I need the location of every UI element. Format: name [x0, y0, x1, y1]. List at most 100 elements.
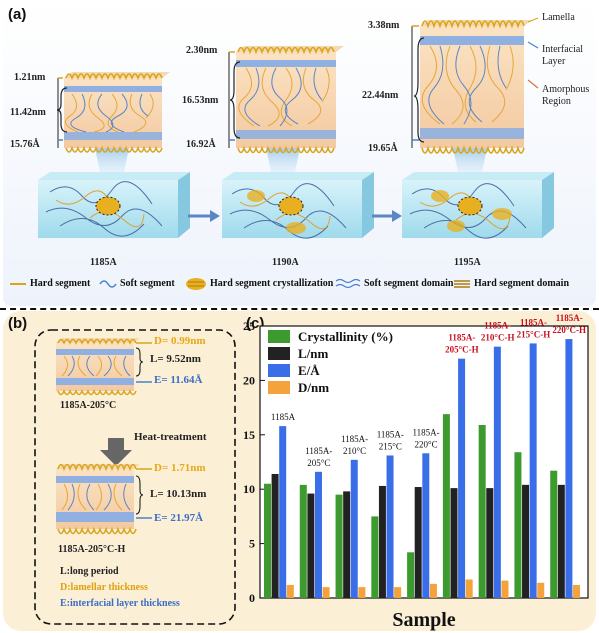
- arrow-down-icon: [100, 438, 132, 466]
- panel-divider: [0, 308, 599, 310]
- category-label: 220°C: [415, 439, 438, 449]
- sample-box-1190A: [222, 172, 374, 239]
- stack1-long-period: 11.42nm: [10, 107, 46, 118]
- stack3-lamella-thickness: 3.38nm: [368, 20, 400, 31]
- lamella-stack-1185A: [57, 72, 170, 172]
- bar-3: [314, 471, 322, 598]
- y-tick-label: 10: [243, 482, 255, 496]
- sample-box-1185A: [38, 172, 190, 238]
- stack2-lamella-thickness: 2.30nm: [186, 45, 218, 56]
- legend-swatch: [268, 381, 290, 394]
- lamella-stack-1190A: [228, 46, 344, 172]
- arrow-right-icon: [210, 210, 220, 222]
- category-label: 1185A-: [520, 317, 547, 327]
- bar-1: [478, 425, 486, 598]
- bar-3: [493, 346, 501, 598]
- bar-2: [343, 491, 351, 598]
- panel-a-label: (a): [8, 6, 27, 23]
- category-label: 1185A-: [448, 333, 475, 343]
- category-label: 210°C-H: [481, 333, 515, 343]
- y-tick-label: 0: [249, 591, 255, 605]
- lamella-stack-1195A: [411, 17, 539, 172]
- bar-4: [537, 582, 545, 598]
- bar-3: [279, 426, 287, 598]
- interfacial-layer-label: Interfacial Layer: [542, 44, 584, 67]
- sample-label-1190A: 1190A: [272, 257, 299, 268]
- legend-soft-segment-domain: Soft segment domain: [364, 278, 454, 289]
- y-tick-label: 15: [243, 428, 255, 442]
- bar-3: [565, 339, 573, 598]
- category-label: 1185A-: [413, 427, 440, 437]
- bar-1: [550, 470, 558, 598]
- bar-2: [486, 488, 494, 598]
- after-sample-name: 1185A-205°C-H: [58, 544, 126, 555]
- legend-hard-segment-crystallization: Hard segment crystallization: [210, 278, 334, 289]
- sample-label-1185A: 1185A: [90, 257, 117, 268]
- bar-4: [322, 587, 330, 598]
- bar-2: [450, 488, 458, 598]
- bar-4: [286, 584, 294, 598]
- after-L-value: L= 10.13nm: [150, 488, 207, 500]
- stack2-long-period: 16.53nm: [182, 95, 219, 106]
- bar-1: [442, 414, 450, 598]
- before-D-value: D= 0.99nm: [154, 335, 206, 347]
- bar-3: [350, 459, 358, 598]
- bar-1: [514, 452, 522, 598]
- category-label: 1185A-: [556, 313, 583, 323]
- legend-soft-segment: Soft segment: [120, 278, 175, 289]
- bar-2: [557, 484, 565, 598]
- bar-3: [422, 453, 430, 598]
- key-lamellar-thickness: D:lamellar thickness: [60, 582, 148, 593]
- category-label: 220°C-H: [552, 325, 586, 335]
- stack1-interfacial-thickness: 15.76Å: [10, 139, 40, 150]
- panel-b-label: (b): [8, 315, 28, 332]
- category-label: 1185A: [271, 412, 296, 422]
- y-tick-label: 5: [249, 537, 255, 551]
- bar-4: [573, 584, 581, 598]
- stack3-interfacial-thickness: 19.65Å: [368, 143, 398, 154]
- y-tick-label: 25: [243, 319, 255, 333]
- bar-2: [271, 473, 279, 598]
- key-long-period: L:long period: [60, 566, 119, 577]
- stack2-interfacial-thickness: 16.92Å: [186, 139, 216, 150]
- stack-before-heat: [56, 338, 140, 396]
- bar-2: [522, 484, 530, 598]
- y-tick-label: 20: [243, 373, 255, 387]
- bar-4: [394, 587, 402, 598]
- arrow-right-icon: [392, 210, 402, 222]
- panel-a-illustration: [10, 17, 554, 290]
- category-label: 205°C: [307, 458, 330, 468]
- sample-label-1195A: 1195A: [454, 257, 481, 268]
- lamella-label: Lamella: [542, 12, 575, 23]
- legend-hard-segment: Hard segment: [30, 278, 91, 289]
- legend-hard-segment-domain: Hard segment domain: [474, 278, 569, 289]
- bar-4: [429, 583, 437, 598]
- category-label: 210°C: [343, 446, 366, 456]
- category-label: 1185A-: [341, 434, 368, 444]
- after-D-value: D= 1.71nm: [154, 462, 206, 474]
- heat-treatment-label: Heat-treatment: [134, 431, 207, 443]
- bar-4: [465, 579, 473, 598]
- legend-label: L/nm: [298, 346, 329, 361]
- legend-swatch: [268, 347, 290, 360]
- category-label: 1185A-: [305, 446, 332, 456]
- x-axis-title: Sample: [392, 609, 455, 631]
- bar-3: [386, 455, 394, 598]
- bar-4: [501, 580, 509, 598]
- before-E-value: E= 11.64Å: [154, 374, 203, 386]
- bar-2: [414, 487, 422, 598]
- category-label: 205°C-H: [445, 345, 479, 355]
- before-sample-name: 1185A-205°C: [60, 400, 117, 411]
- bar-4: [358, 587, 366, 598]
- bar-1: [299, 484, 307, 598]
- stack1-lamella-thickness: 1.21nm: [14, 72, 46, 83]
- bar-1: [407, 552, 415, 598]
- bar-1: [335, 494, 343, 598]
- sample-box-1195A: [402, 172, 554, 239]
- bar-3: [529, 343, 537, 598]
- category-label: 215°C-H: [517, 329, 551, 339]
- panel-b-illustration: [34, 329, 236, 625]
- category-label: 215°C: [379, 441, 402, 451]
- before-L-value: L= 9.52nm: [150, 353, 201, 365]
